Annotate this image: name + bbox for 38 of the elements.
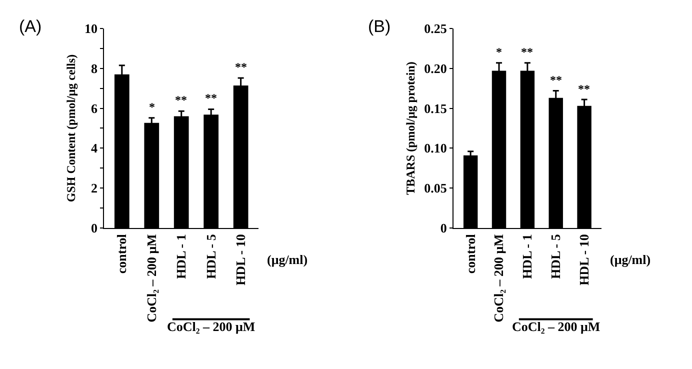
y-tick-label: 0.15 (424, 100, 448, 116)
x-tick-label: HDL - 5 (203, 234, 218, 279)
x-tick-label: HDL - 5 (548, 234, 564, 279)
y-tick-label: 0 (90, 220, 98, 236)
data-label: ** (521, 45, 533, 59)
data-label: ** (550, 73, 562, 87)
y-tick-label: 6 (90, 100, 98, 116)
y-tick-label: 4 (90, 140, 98, 156)
data-label: ** (578, 82, 590, 96)
text: (μg/ml) (610, 252, 651, 267)
y-tick-label: 8 (90, 60, 98, 76)
y-tick-label: 0.20 (424, 60, 447, 76)
text: CoCl₂ – 200 μM (167, 319, 256, 334)
x-tick-label: HDL - 10 (233, 234, 248, 286)
data-label: ** (205, 91, 217, 105)
y-tick-label: 0 (440, 220, 447, 236)
text: (μg/ml) (267, 252, 308, 267)
y-axis-title: GSH Content (pmol/μg cells) (64, 54, 78, 202)
x-tick-label: CoCl₂ – 200 μM (491, 234, 506, 322)
data-label: ** (235, 60, 247, 74)
x-tick-label: CoCl₂ – 200 μM (144, 234, 159, 322)
text: (A) (19, 17, 42, 36)
x-tick-label: control (462, 234, 478, 274)
y-tick-label: 10 (84, 21, 98, 36)
y-tick-label: 0.05 (424, 180, 448, 196)
data-label: * (496, 45, 502, 59)
data-label: ** (175, 93, 187, 107)
x-tick-label: HDL - 10 (576, 234, 592, 286)
text: (B) (368, 17, 391, 36)
x-tick-label: HDL - 1 (520, 234, 535, 279)
y-tick-label: 0.10 (424, 140, 447, 156)
data-label: * (149, 100, 155, 114)
y-axis-title: TBARS (pmol/μg protein) (403, 62, 418, 195)
y-tick-label: 0.25 (424, 21, 448, 36)
y-tick-label: 2 (90, 180, 98, 196)
text: CoCl₂ – 200 μM (512, 319, 600, 334)
x-tick-label: control (114, 234, 130, 274)
x-tick-label: HDL - 1 (174, 234, 189, 279)
